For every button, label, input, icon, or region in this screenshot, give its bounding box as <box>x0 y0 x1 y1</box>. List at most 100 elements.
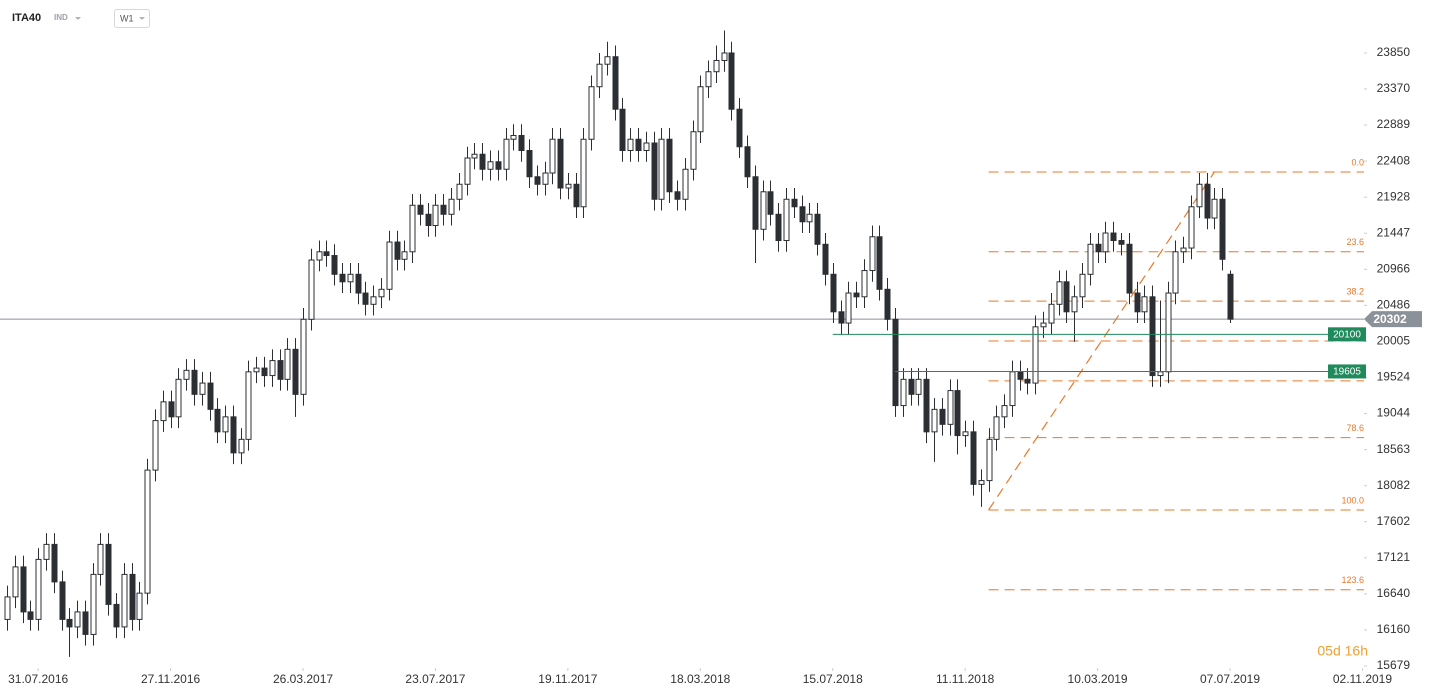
candle-body-up <box>464 157 471 185</box>
candle-body-down <box>674 191 681 200</box>
candle-body-up <box>316 251 323 261</box>
y-tick-label: 16160 <box>1377 622 1411 636</box>
candle-body-down <box>66 618 73 628</box>
candle-body-up <box>136 592 143 620</box>
candle-body-up <box>121 573 128 628</box>
candle-body-up <box>378 288 385 298</box>
candle-body-up <box>409 204 416 253</box>
candle-body-up <box>503 138 510 170</box>
candle-body-down <box>612 56 619 110</box>
candle-body-down <box>339 273 346 283</box>
candle-body-down <box>20 566 27 613</box>
y-tick-label: 23850 <box>1377 45 1411 59</box>
candle-body-up <box>432 204 439 227</box>
x-tick-label: 27.11.2016 <box>141 672 200 686</box>
fib-label: 78.6 <box>1346 423 1364 433</box>
candle-body-down <box>573 183 580 208</box>
candle-body-down <box>113 603 120 628</box>
candle-body-down <box>1063 281 1070 313</box>
candle-body-down <box>970 431 977 485</box>
candle-body-down <box>830 273 837 313</box>
candle-body-up <box>4 596 11 620</box>
y-tick-label: 21928 <box>1377 189 1411 203</box>
candle-body-down <box>362 292 369 305</box>
fib-trend <box>988 171 1215 511</box>
level-box <box>1328 327 1366 342</box>
candle-body-up <box>900 378 907 407</box>
candle-body-up <box>542 172 549 185</box>
symbol[interactable]: ITA40 <box>12 12 41 24</box>
candle-body-up <box>175 378 182 418</box>
candle-body-down <box>292 348 299 395</box>
candle-body-up <box>1079 273 1086 298</box>
x-tick-label: 11.11.2018 <box>936 672 995 686</box>
y-tick-label: 22889 <box>1377 117 1411 131</box>
level-label: 19605 <box>1333 367 1361 378</box>
x-tick-label: 26.03.2017 <box>273 672 333 686</box>
candle-body-down <box>1149 296 1156 377</box>
candle-body-down <box>425 213 432 227</box>
candle-body-up <box>74 611 81 628</box>
candle-body-down <box>1110 232 1117 242</box>
candle-body-down <box>1204 183 1211 219</box>
candle-body-down <box>168 401 175 418</box>
candle-body-up <box>160 401 167 422</box>
candle-body-down <box>853 292 860 298</box>
candle-body-down <box>822 243 829 275</box>
candle-body-down <box>261 367 268 377</box>
candle-body-up <box>986 438 993 482</box>
dropdown-arrow[interactable] <box>139 17 145 20</box>
candle-body-up <box>308 259 315 320</box>
candle-body-up <box>144 469 151 594</box>
candle-body-up <box>1211 198 1218 219</box>
candle-body-up <box>370 296 377 305</box>
interval[interactable]: W1 <box>120 13 134 23</box>
toolbar: ITA40 IND W1 <box>12 9 150 28</box>
candle-body-down <box>736 108 743 148</box>
candle-body-down <box>728 52 735 110</box>
y-tick-label: 17121 <box>1377 550 1411 564</box>
candle-body-down <box>27 611 34 620</box>
candle-body-up <box>1196 183 1203 208</box>
candle-body-down <box>207 382 214 410</box>
candle-body-down <box>51 543 58 583</box>
candle-body-up <box>300 318 307 395</box>
y-tick-label: 23370 <box>1377 81 1411 95</box>
candle-body-up <box>97 543 104 575</box>
candle-body-up <box>510 134 517 140</box>
candle-body-up <box>915 378 922 395</box>
candle-body-down <box>775 213 782 242</box>
candle-body-up <box>183 369 190 380</box>
candle-body-up <box>861 270 868 298</box>
candle-body-down <box>355 273 362 294</box>
candle-body-up <box>284 348 291 380</box>
candle-body-up <box>1071 296 1078 313</box>
y-tick-label: 20486 <box>1377 298 1411 312</box>
fib-label: 38.2 <box>1346 286 1364 296</box>
dropdown-arrow[interactable] <box>75 17 81 20</box>
level-label: 20100 <box>1333 329 1361 340</box>
candle-body-down <box>394 241 401 260</box>
candle-body-up <box>643 142 650 152</box>
candle-body-up <box>627 138 634 152</box>
candle-body-up <box>1157 371 1164 377</box>
candle-body-up <box>12 566 19 598</box>
y-tick-label: 21447 <box>1377 225 1411 239</box>
candle-body-up <box>456 183 463 200</box>
candle-body-up <box>760 191 767 230</box>
candle-body-up <box>845 292 852 324</box>
candle-body-up <box>713 59 720 73</box>
candle-body-up <box>1180 247 1187 253</box>
candle-body-down <box>82 611 89 635</box>
candle-body-down <box>1134 292 1141 313</box>
candle-body-down <box>814 213 821 245</box>
x-tick-label: 07.07.2019 <box>1200 672 1260 686</box>
market[interactable]: IND <box>54 13 68 22</box>
y-tick-label: 22408 <box>1377 153 1411 167</box>
y-tick-label: 16640 <box>1377 586 1411 600</box>
last-price-box <box>1364 311 1422 328</box>
candle-body-up <box>690 131 697 170</box>
interval-select[interactable] <box>114 9 150 28</box>
candle-body-down <box>954 390 961 437</box>
candle-body-up <box>386 241 393 290</box>
